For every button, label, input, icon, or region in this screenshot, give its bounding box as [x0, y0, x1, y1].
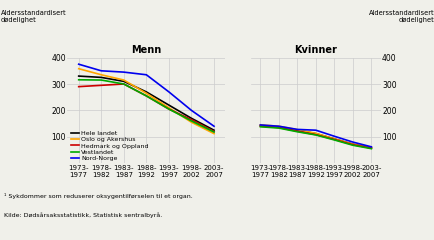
- Legend: Hele landet, Oslo og Akershus, Hedmark og Oppland, Vestlandet, Nord-Norge: Hele landet, Oslo og Akershus, Hedmark o…: [70, 131, 148, 161]
- Oslo og Akershus: [143, 92, 148, 95]
- Nord-Norge: [76, 63, 81, 66]
- Hele landet: [121, 80, 126, 83]
- Hele landet: [76, 75, 81, 78]
- Text: ¹ Sykdommer som reduserer oksygentilførselen til et organ.: ¹ Sykdommer som reduserer oksygentilførs…: [4, 193, 193, 199]
- Line: Hele landet: Hele landet: [79, 76, 214, 130]
- Line: Vestlandet: Vestlandet: [79, 80, 214, 132]
- Hele landet: [143, 90, 148, 93]
- Hedmark og Oppland: [166, 108, 171, 110]
- Hedmark og Oppland: [76, 85, 81, 88]
- Text: Aldersstandardisert
dødelighet: Aldersstandardisert dødelighet: [1, 10, 66, 23]
- Oslo og Akershus: [166, 106, 171, 109]
- Hedmark og Oppland: [143, 94, 148, 97]
- Vestlandet: [121, 83, 126, 85]
- Hele landet: [99, 76, 104, 79]
- Hedmark og Oppland: [188, 118, 194, 121]
- Oslo og Akershus: [188, 121, 194, 124]
- Hele landet: [166, 104, 171, 107]
- Hele landet: [188, 117, 194, 120]
- Line: Hedmark og Oppland: Hedmark og Oppland: [79, 84, 214, 132]
- Nord-Norge: [211, 125, 216, 128]
- Vestlandet: [143, 94, 148, 97]
- Hedmark og Oppland: [99, 84, 104, 87]
- Oslo og Akershus: [99, 73, 104, 76]
- Vestlandet: [99, 79, 104, 82]
- Title: Menn: Menn: [131, 45, 161, 55]
- Hedmark og Oppland: [211, 130, 216, 133]
- Text: Kilde: Dødsårsaksstatistikk, Statistisk sentralbyrå.: Kilde: Dødsårsaksstatistikk, Statistisk …: [4, 212, 162, 218]
- Hedmark og Oppland: [121, 83, 126, 85]
- Vestlandet: [211, 131, 216, 133]
- Line: Nord-Norge: Nord-Norge: [79, 64, 214, 126]
- Nord-Norge: [166, 90, 171, 93]
- Line: Oslo og Akershus: Oslo og Akershus: [79, 69, 214, 134]
- Oslo og Akershus: [76, 67, 81, 70]
- Nord-Norge: [143, 73, 148, 76]
- Oslo og Akershus: [211, 132, 216, 135]
- Nord-Norge: [99, 69, 104, 72]
- Nord-Norge: [188, 109, 194, 112]
- Title: Kvinner: Kvinner: [294, 45, 336, 55]
- Oslo og Akershus: [121, 79, 126, 82]
- Text: Aldersstandardisert
dødelighet: Aldersstandardisert dødelighet: [368, 10, 433, 23]
- Nord-Norge: [121, 71, 126, 73]
- Vestlandet: [166, 108, 171, 110]
- Hele landet: [211, 129, 216, 132]
- Vestlandet: [188, 120, 194, 122]
- Vestlandet: [76, 78, 81, 81]
